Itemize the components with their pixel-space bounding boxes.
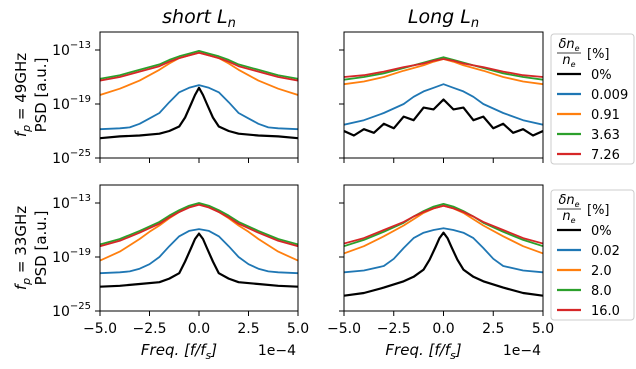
y-tick-label: 10−25	[52, 301, 91, 320]
legend-entry-label: 8.0	[591, 284, 612, 299]
series-line-level-4	[100, 51, 298, 82]
x-offset-text: 1e−4	[258, 343, 296, 359]
series-line-baseline	[100, 232, 298, 288]
x-tick-label: 0.0	[432, 321, 454, 337]
series-line-level-3	[100, 202, 298, 246]
series-line-level-4	[344, 204, 543, 245]
series-group	[100, 202, 298, 288]
y-tick-label: 10−19	[52, 247, 91, 266]
x-tick-label: −5.0	[83, 321, 117, 337]
row-label-frequency: fp = 33GHz	[12, 206, 33, 290]
series-line-level-3	[344, 56, 543, 81]
legend-frame	[550, 189, 635, 321]
legend-title-denominator: ne	[562, 53, 575, 69]
column-title: short Ln	[162, 6, 236, 31]
legend-entry-label: 2.0	[591, 264, 612, 279]
legend-frame	[550, 33, 635, 165]
x-offset-text: 1e−4	[503, 343, 541, 359]
series-line-baseline	[344, 98, 543, 137]
legend-title-numerator: δne	[558, 37, 579, 53]
series-line-level-1	[100, 84, 298, 131]
series-line-level-1	[344, 227, 543, 274]
series-line-level-3	[100, 50, 298, 80]
legend-title-numerator: δne	[558, 193, 579, 209]
panel-top-right	[339, 31, 544, 163]
x-tick-label: 2.5	[482, 321, 504, 337]
column-title: Long Ln	[408, 6, 479, 31]
legend-title-unit: [%]	[587, 203, 610, 218]
legend-entry-label: 0%	[591, 68, 612, 83]
panel-bottom-left: −5.0 −2.5 0.0 2.5 5.0 10−13 10−19 10−25	[52, 184, 309, 337]
y-tick-label: 10−25	[52, 148, 91, 167]
legend-entry-label: 7.26	[591, 148, 620, 163]
series-line-level-1	[344, 83, 543, 126]
row-label-frequency: fp = 49GHz	[12, 53, 33, 137]
legend-entry-label: 0.009	[591, 88, 628, 103]
series-line-level-2	[344, 204, 543, 255]
row-label-psd: PSD [a.u.]	[32, 58, 50, 133]
x-tick-label: 5.0	[532, 321, 554, 337]
x-tick-label: −2.5	[133, 321, 167, 337]
legend-entry-label: 16.0	[591, 304, 620, 319]
series-group	[344, 56, 543, 137]
row-label-psd: PSD [a.u.]	[32, 211, 50, 286]
legend-entry-label: 0%	[591, 224, 612, 239]
x-tick-label: −2.5	[377, 321, 411, 337]
series-line-level-2	[344, 58, 543, 86]
x-axis-label: Freq. [f/fs]	[385, 341, 461, 362]
series-line-level-4	[100, 203, 298, 248]
x-tick-label: 5.0	[287, 321, 309, 337]
x-tick-label: −5.0	[327, 321, 361, 337]
series-line-baseline	[100, 86, 298, 140]
x-axis-label: Freq. [f/fs]	[141, 341, 217, 362]
y-tick-label: 10−13	[52, 193, 91, 212]
series-line-level-3	[344, 202, 543, 248]
panel-bottom-right: −5.0 −2.5 0.0 2.5 5.0	[327, 184, 554, 337]
series-group	[344, 202, 543, 297]
y-tick-label: 10−13	[52, 40, 91, 59]
x-tick-label: 0.0	[188, 321, 210, 337]
legend-title-unit: [%]	[587, 47, 610, 62]
legend-title-denominator: ne	[562, 209, 575, 225]
series-line-baseline	[344, 231, 543, 297]
x-tick-label: 2.5	[237, 321, 259, 337]
legend-entry-label: 0.91	[591, 108, 620, 123]
series-group	[100, 50, 298, 140]
series-line-level-2	[100, 202, 298, 262]
legend-entry-label: 3.63	[591, 128, 620, 143]
y-tick-label: 10−19	[52, 94, 91, 113]
series-line-level-4	[344, 58, 543, 78]
legend-entry-label: 0.02	[591, 244, 620, 259]
series-line-level-1	[100, 228, 298, 275]
axes-frame	[343, 31, 544, 159]
panel-top-left: 10−13 10−19 10−25	[52, 31, 299, 167]
